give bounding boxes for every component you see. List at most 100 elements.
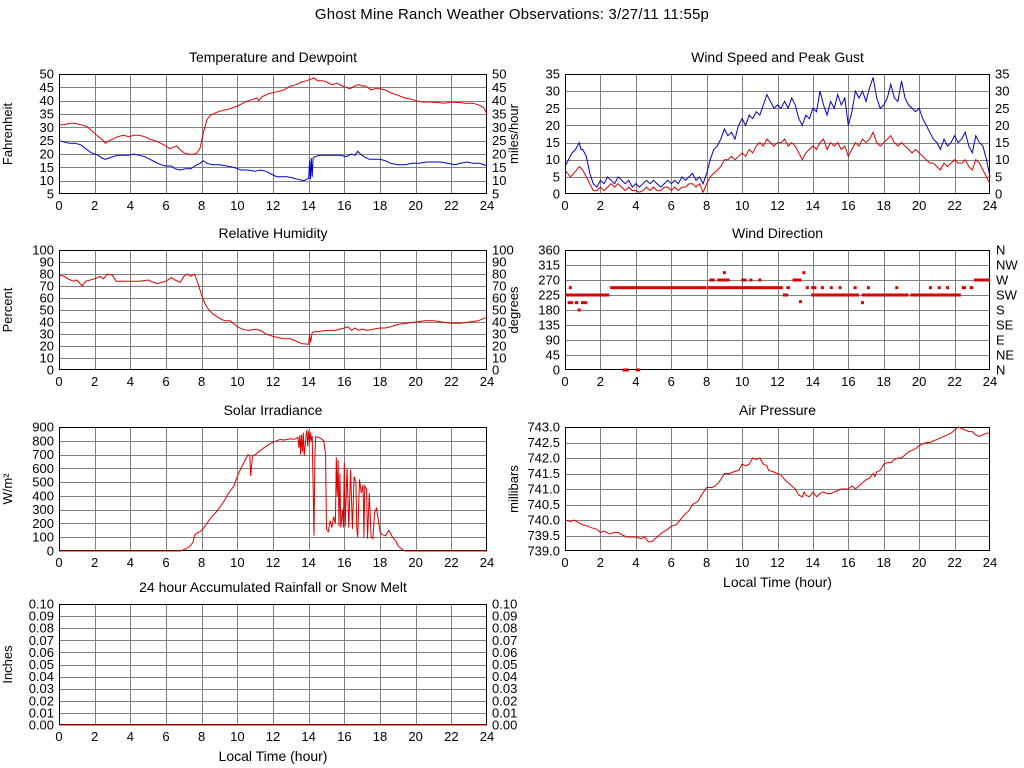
y-axis-label: degrees: [506, 286, 521, 333]
y-tick-label: 70: [40, 279, 54, 294]
gridlines: [565, 427, 990, 551]
x-tick-label: 2: [597, 555, 604, 570]
x-tick-label: 22: [444, 374, 458, 389]
x-axis-label: Local Time (hour): [219, 748, 328, 764]
x-tick-label: 8: [703, 555, 710, 570]
y-tick-label-right: 0.04: [492, 669, 517, 684]
y-tick-label: 5: [553, 169, 560, 184]
y-tick-label: 742.0: [527, 451, 560, 466]
y-tick-label: 15: [40, 160, 54, 175]
y-tick-label-right: 40: [492, 93, 506, 108]
y-axis-label: W/m²: [0, 473, 15, 505]
y-tick-label: 50: [40, 303, 54, 318]
x-tick-label: 4: [127, 555, 134, 570]
x-tick-label: 6: [668, 374, 675, 389]
x-tick-label: 20: [408, 729, 422, 744]
y-axis-label: Fahrenheit: [0, 103, 15, 166]
x-tick-label: 2: [91, 555, 98, 570]
y-tick-label: 600: [32, 461, 54, 476]
y-tick-label: 0.10: [29, 597, 54, 612]
y-tick-label: 10: [546, 152, 560, 167]
y-tick-label-right: 0: [492, 363, 499, 378]
y-tick-label: 900: [32, 420, 54, 435]
y-tick-label-right: NW: [996, 258, 1018, 273]
x-tick-label: 18: [373, 198, 387, 213]
y-tick-label-right: 20: [492, 339, 506, 354]
x-tick-label: 0: [55, 555, 62, 570]
y-tick-label-right: 60: [492, 291, 506, 306]
x-tick-label: 20: [408, 374, 422, 389]
y-tick-label: 300: [32, 502, 54, 517]
series-direction: [565, 271, 990, 372]
plot-border: [565, 74, 990, 194]
y-tick-label-right: 40: [492, 315, 506, 330]
y-tick-label: 0.08: [29, 621, 54, 636]
x-tick-label: 22: [444, 198, 458, 213]
y-axis-label: millibars: [506, 465, 521, 513]
x-tick-label: 10: [230, 555, 244, 570]
gridlines: [59, 427, 487, 551]
y-tick-label: 40: [40, 93, 54, 108]
y-tick-label-right: 0.03: [492, 681, 517, 696]
x-tick-label: 18: [877, 198, 891, 213]
y-tick-label-right: 0.08: [492, 621, 517, 636]
y-tick-label-right: 10: [492, 173, 506, 188]
x-tick-label: 12: [770, 374, 784, 389]
y-tick-label: 743.0: [527, 420, 560, 435]
y-tick-label-right: N: [996, 363, 1005, 378]
y-tick-label: 0.05: [29, 657, 54, 672]
x-tick-label: 24: [480, 198, 494, 213]
y-tick-label: 0.06: [29, 645, 54, 660]
y-tick-label: 60: [40, 291, 54, 306]
y-tick-label-right: SE: [996, 318, 1014, 333]
y-tick-label-right: 0.10: [492, 597, 517, 612]
gridlines: [565, 250, 990, 370]
y-tick-label: 135: [538, 318, 560, 333]
x-tick-label: 20: [912, 555, 926, 570]
x-tick-label: 10: [735, 374, 749, 389]
chart-air-pressure: 739.0739.5740.0740.5741.0741.5742.0742.5…: [506, 402, 997, 590]
x-tick-label: 16: [841, 198, 855, 213]
y-tick-label: 742.5: [527, 435, 560, 450]
x-tick-label: 8: [703, 374, 710, 389]
y-tick-label-right: 0.02: [492, 693, 517, 708]
x-tick-label: 12: [266, 555, 280, 570]
x-tick-label: 14: [301, 374, 315, 389]
y-tick-label: 180: [538, 303, 560, 318]
tick-labels: 739.0739.5740.0740.5741.0741.5742.0742.5…: [527, 420, 997, 571]
x-tick-label: 0: [55, 198, 62, 213]
x-tick-label: 10: [735, 198, 749, 213]
x-tick-label: 24: [480, 555, 494, 570]
x-tick-label: 12: [770, 198, 784, 213]
x-tick-label: 18: [373, 555, 387, 570]
gridlines: [565, 74, 990, 194]
x-tick-label: 6: [162, 198, 169, 213]
x-tick-label: 6: [162, 729, 169, 744]
y-axis-label: Percent: [0, 287, 15, 332]
y-tick-label-right: 0.05: [492, 657, 517, 672]
y-tick-label: 10: [40, 173, 54, 188]
y-tick-label-right: 10: [995, 152, 1009, 167]
chart-title: Temperature and Dewpoint: [189, 49, 357, 65]
y-tick-label: 739.0: [527, 544, 560, 559]
x-tick-label: 12: [266, 374, 280, 389]
series-pressure: [564, 426, 990, 543]
x-tick-label: 8: [198, 198, 205, 213]
y-tick-label-right: 30: [492, 327, 506, 342]
y-tick-label-right: 90: [492, 255, 506, 270]
y-tick-label: 0.07: [29, 633, 54, 648]
y-tick-label: 400: [32, 488, 54, 503]
tick-labels: 0.00 0.000.01 0.010.02 0.020.03 0.030.04 0.04…: [29, 597, 518, 745]
x-tick-label: 22: [947, 198, 961, 213]
plot-border: [59, 427, 487, 551]
x-tick-label: 12: [770, 555, 784, 570]
x-tick-label: 10: [230, 729, 244, 744]
y-tick-label-right: 0: [995, 187, 1002, 202]
y-tick-label: 20: [546, 118, 560, 133]
x-tick-label: 24: [983, 374, 997, 389]
series-temperature: [59, 77, 488, 156]
y-axis-label: miles/hour: [506, 103, 521, 164]
x-tick-label: 8: [703, 198, 710, 213]
x-tick-label: 2: [597, 198, 604, 213]
